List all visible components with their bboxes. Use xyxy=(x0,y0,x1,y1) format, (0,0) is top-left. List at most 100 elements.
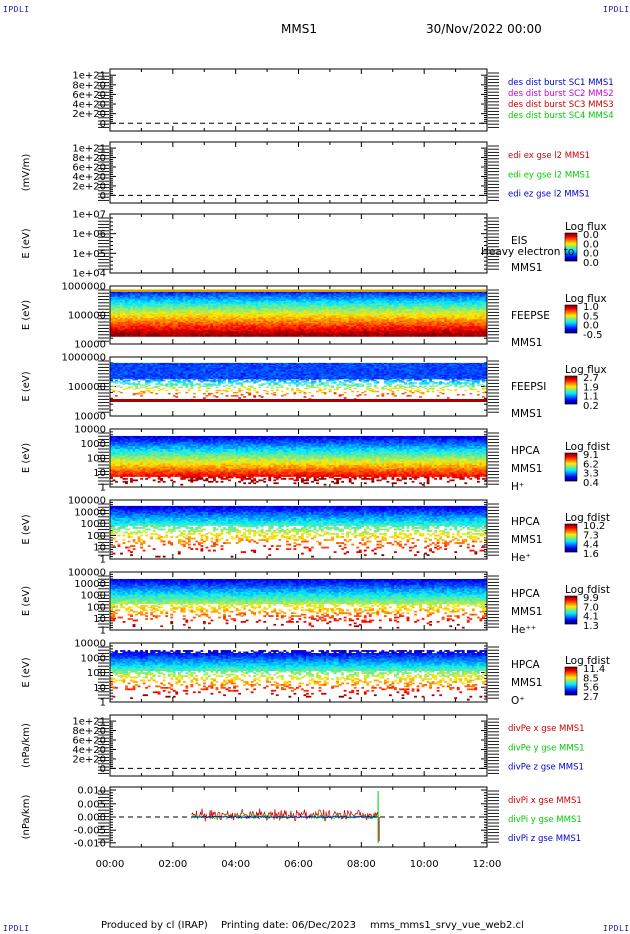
spectrogram-cell xyxy=(218,302,221,304)
spectrogram-cell xyxy=(180,293,184,295)
spectrogram-cell xyxy=(285,314,289,316)
spectrogram-cell xyxy=(112,302,116,304)
spectrogram-cell xyxy=(278,335,282,337)
spectrogram-cell xyxy=(130,314,133,316)
spectrogram-cell xyxy=(260,304,264,307)
spectrogram-cell xyxy=(177,323,181,325)
spectrogram-cell xyxy=(167,320,171,323)
spectrogram-cell xyxy=(125,300,128,303)
spectrogram-cell xyxy=(205,298,209,300)
spectrogram-cell xyxy=(215,331,219,333)
spectrogram-cell xyxy=(213,311,216,314)
spectrogram-cell xyxy=(258,302,262,304)
spectrogram-cell xyxy=(248,304,252,307)
spectrogram-cell xyxy=(215,299,219,302)
spectrogram-cell xyxy=(137,331,141,333)
spectrogram-cell xyxy=(273,316,277,319)
spectrogram-cell xyxy=(283,325,287,328)
spectrogram-cell xyxy=(120,320,123,323)
spectrogram-cell xyxy=(145,327,148,329)
spectrogram-cell xyxy=(147,327,151,329)
spectrogram-cell xyxy=(175,325,179,328)
spectrogram-cell xyxy=(210,303,214,306)
spectrogram-cell xyxy=(270,314,274,316)
spectrogram-cell xyxy=(270,300,274,303)
colorbar-cell xyxy=(565,233,577,235)
spectrogram-cell xyxy=(157,294,161,297)
spectrogram-cell xyxy=(250,297,254,299)
spectrogram-cell xyxy=(278,329,282,332)
spectrogram-cell xyxy=(190,319,194,321)
spectrogram-cell xyxy=(170,316,174,319)
spectrogram-cell xyxy=(283,312,287,315)
spectrogram-cell xyxy=(197,304,201,307)
spectrogram-cell xyxy=(258,311,262,314)
spectrogram-cell xyxy=(117,315,121,318)
colorbar-cell xyxy=(565,246,577,248)
spectrogram-cell xyxy=(250,323,254,325)
spectrogram-cell xyxy=(127,299,131,302)
spectrogram-cell xyxy=(132,323,136,325)
spectrogram-cell xyxy=(142,315,146,318)
spectrogram-cell xyxy=(180,322,184,324)
spectrogram-cell xyxy=(147,312,151,315)
spectrogram-cell xyxy=(228,308,231,311)
spectrogram-cell xyxy=(346,335,350,337)
spectrogram-cell xyxy=(192,295,196,298)
spectrogram-cell xyxy=(172,332,176,335)
spectrogram-cell xyxy=(190,314,194,316)
spectrogram-cell xyxy=(238,322,241,324)
spectrogram-cell xyxy=(260,307,264,310)
spectrogram-cell xyxy=(157,311,161,314)
spectrogram-cell xyxy=(213,306,216,308)
spectrogram-cell xyxy=(265,332,269,335)
spectrogram-cell xyxy=(260,331,264,333)
spectrogram-cell xyxy=(318,335,322,337)
spectrogram-cell xyxy=(253,316,257,319)
spectrogram-cell xyxy=(155,314,159,316)
spectrogram-cell xyxy=(248,318,252,320)
spectrogram-cell xyxy=(132,332,136,335)
spectrogram-cell xyxy=(238,295,241,298)
spectrogram-cell xyxy=(253,328,257,331)
spectrogram-cell xyxy=(230,291,234,294)
spectrogram-cell xyxy=(253,308,257,311)
spectrogram-cell xyxy=(112,325,116,328)
spectrogram-cell xyxy=(140,311,143,314)
spectrogram-cell xyxy=(253,312,257,315)
spectrogram-cell xyxy=(255,335,259,337)
spectrogram-cell xyxy=(283,307,287,310)
spectrogram-cell xyxy=(160,295,164,298)
spectrogram-cell xyxy=(268,316,272,319)
spectrogram-cell xyxy=(228,302,231,304)
spectrogram-cell xyxy=(280,320,284,323)
spectrogram-cell xyxy=(213,302,216,304)
spectrogram-cell xyxy=(132,333,136,336)
spectrogram-cell xyxy=(172,300,176,303)
spectrogram-cell xyxy=(202,323,206,325)
spectrogram-cell xyxy=(215,298,219,300)
spectrogram-cell xyxy=(240,311,244,314)
spectrogram-cell xyxy=(112,329,116,332)
spectrogram-cell xyxy=(250,320,254,323)
spectrogram-cell xyxy=(200,310,204,312)
spectrogram-cell xyxy=(197,302,201,304)
spectrogram-cell xyxy=(250,322,254,324)
spectrogram-cell xyxy=(117,308,121,311)
spectrogram-cell xyxy=(278,300,282,303)
spectrogram-cell xyxy=(165,314,169,316)
colorbar-cell xyxy=(565,322,577,324)
spectrogram-cell xyxy=(283,291,287,294)
spectrogram-cell xyxy=(218,331,221,333)
spectrogram-cell xyxy=(263,304,267,307)
spectrogram-cell xyxy=(112,332,116,335)
spectrogram-cell xyxy=(263,310,267,312)
spectrogram-cell xyxy=(258,308,262,311)
spectrogram-cell xyxy=(112,297,116,299)
spectrogram-cell xyxy=(265,293,269,295)
spectrogram-cell xyxy=(152,306,156,308)
spectrogram-cell xyxy=(213,335,216,337)
spectrogram-cell xyxy=(142,304,146,307)
spectrogram-cell xyxy=(155,332,159,335)
spectrogram-cell xyxy=(127,306,131,308)
